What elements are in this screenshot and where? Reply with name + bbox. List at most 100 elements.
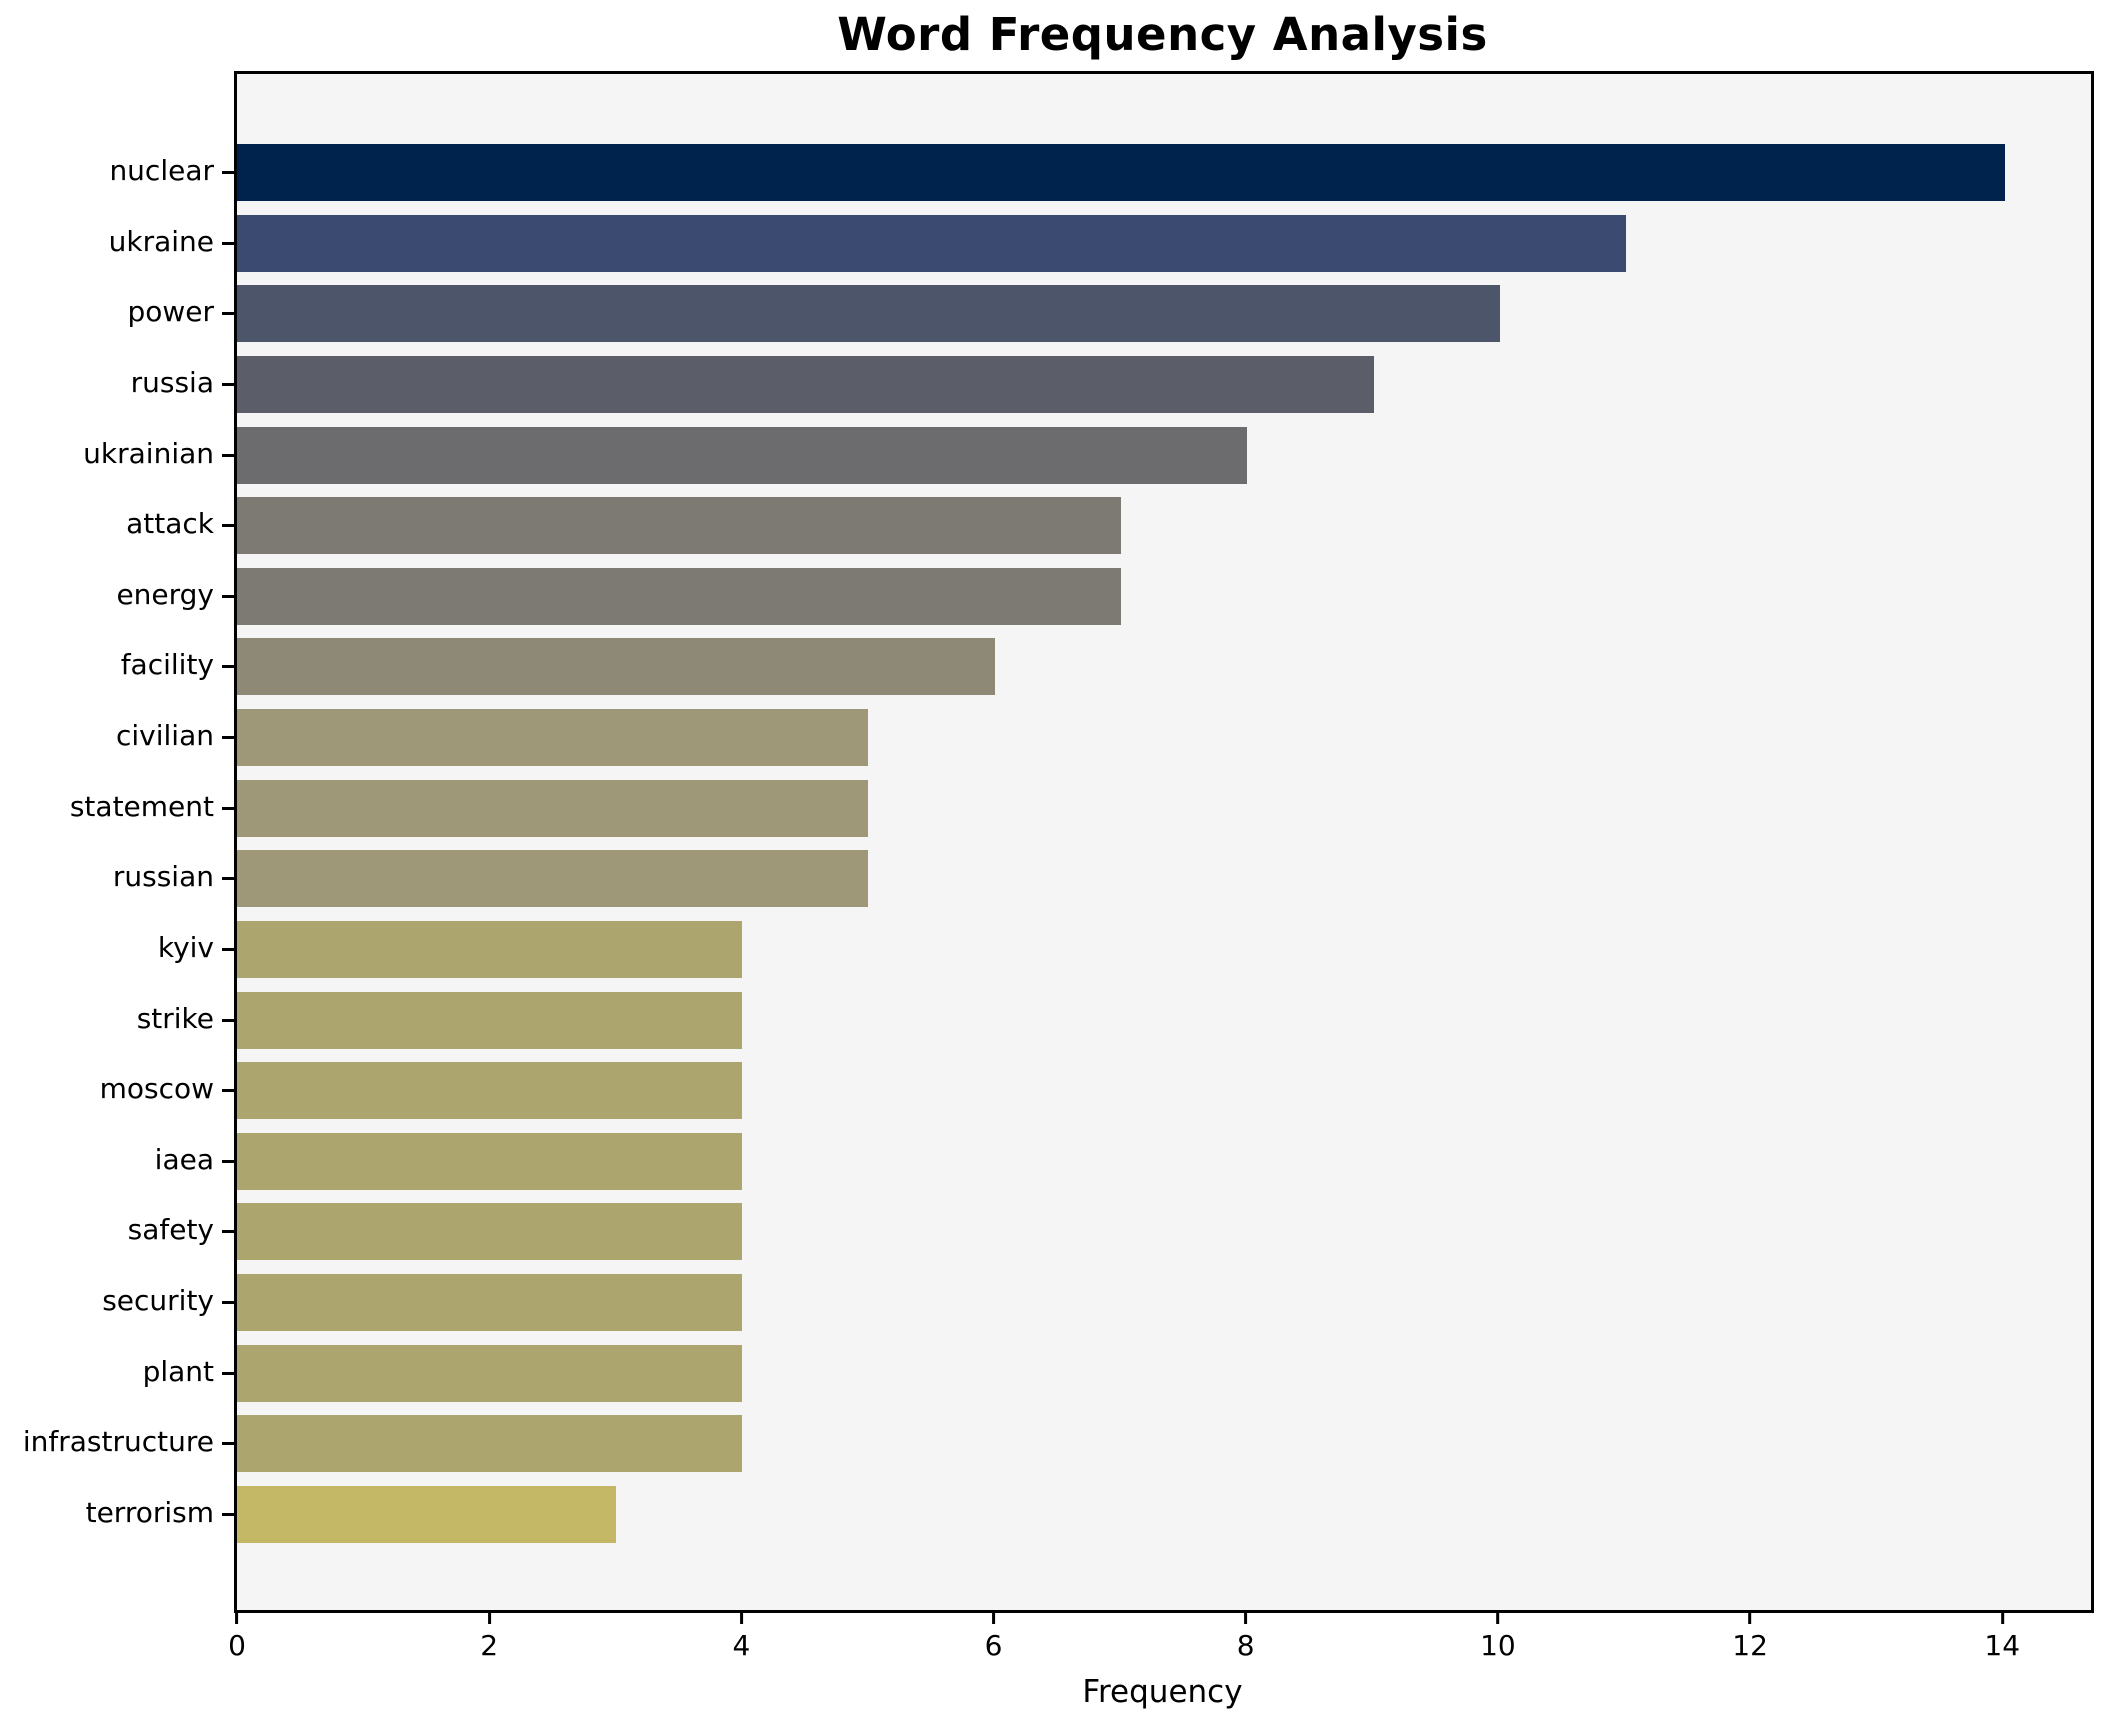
y-tick-label-attack: attack bbox=[126, 507, 214, 541]
y-tick-mark bbox=[222, 1159, 234, 1163]
y-tick-row: russian bbox=[0, 850, 234, 907]
y-tick-mark bbox=[222, 1371, 234, 1375]
bar-energy bbox=[237, 567, 1122, 625]
bar-attack bbox=[237, 497, 1122, 555]
y-tick-row: security bbox=[0, 1274, 234, 1331]
y-tick-label-safety: safety bbox=[127, 1213, 214, 1247]
y-tick-row: iaea bbox=[0, 1133, 234, 1190]
y-tick-label-strike: strike bbox=[136, 1001, 214, 1035]
y-tick-row: attack bbox=[0, 497, 234, 554]
bar-row bbox=[237, 1274, 2091, 1331]
bar-row bbox=[237, 497, 2091, 555]
bar-row bbox=[237, 144, 2091, 201]
bar-row bbox=[237, 1485, 2091, 1543]
bar-row bbox=[237, 567, 2091, 625]
x-tick-label: 2 bbox=[480, 1629, 499, 1662]
x-tick-mark bbox=[2000, 1613, 2004, 1624]
plot-area bbox=[234, 71, 2094, 1613]
x-tick-label: 4 bbox=[732, 1629, 751, 1662]
y-tick-mark bbox=[222, 1442, 234, 1446]
x-tick-label: 6 bbox=[984, 1629, 1003, 1662]
y-tick-mark bbox=[222, 241, 234, 245]
y-tick-label-civilian: civilian bbox=[116, 719, 214, 752]
bar-row bbox=[237, 1344, 2091, 1402]
bar-power bbox=[237, 285, 1500, 343]
y-tick-row: power bbox=[0, 285, 234, 342]
x-axis-ticks: 0 2 4 6 8 10 12 14 bbox=[228, 1613, 2088, 1683]
bar-row bbox=[237, 850, 2091, 908]
x-tick-12: 12 bbox=[1732, 1613, 1768, 1660]
y-tick-row: plant bbox=[0, 1345, 234, 1402]
x-tick-label: 12 bbox=[1732, 1629, 1768, 1662]
bar-russia bbox=[237, 355, 1374, 413]
x-tick-10: 10 bbox=[1480, 1613, 1516, 1660]
bar-row bbox=[237, 991, 2091, 1049]
y-tick-label-terrorism: terrorism bbox=[85, 1495, 214, 1529]
bar-row bbox=[237, 1203, 2091, 1261]
y-tick-label-security: security bbox=[102, 1284, 214, 1317]
y-tick-label-iaea: iaea bbox=[154, 1142, 214, 1176]
chart-title: Word Frequency Analysis bbox=[837, 8, 1488, 61]
y-tick-label-moscow: moscow bbox=[99, 1072, 214, 1106]
bar-security bbox=[237, 1274, 743, 1331]
y-tick-row: kyiv bbox=[0, 921, 234, 978]
x-tick-2: 2 bbox=[480, 1613, 498, 1660]
x-tick-8: 8 bbox=[1237, 1613, 1255, 1660]
y-tick-row: strike bbox=[0, 992, 234, 1049]
x-tick-label: 0 bbox=[228, 1629, 246, 1662]
x-tick-mark bbox=[1748, 1613, 1752, 1624]
bar-statement bbox=[237, 779, 869, 837]
bar-row bbox=[237, 709, 2091, 766]
x-axis-title: Frequency bbox=[1082, 1674, 1243, 1710]
y-tick-row: nuclear bbox=[0, 144, 234, 201]
x-tick-14: 14 bbox=[1984, 1613, 2020, 1660]
y-tick-mark bbox=[222, 665, 234, 669]
y-tick-row: statement bbox=[0, 780, 234, 837]
y-axis-labels: nuclear ukraine power russia ukrainian attack… bbox=[0, 144, 234, 1543]
bar-plant bbox=[237, 1344, 743, 1402]
x-tick-mark bbox=[1496, 1613, 1500, 1624]
bar-row bbox=[237, 920, 2091, 978]
y-tick-label-statement: statement bbox=[69, 789, 214, 823]
y-tick-mark bbox=[222, 382, 234, 386]
bar-facility bbox=[237, 638, 995, 696]
bar-strike bbox=[237, 991, 743, 1049]
bars-layer bbox=[237, 144, 2091, 1543]
y-tick-row: infrastructure bbox=[0, 1415, 234, 1472]
y-tick-mark bbox=[222, 453, 234, 457]
bar-row bbox=[237, 638, 2091, 696]
bar-infrastructure bbox=[237, 1415, 743, 1473]
y-tick-label-russia: russia bbox=[130, 365, 214, 399]
bar-civilian bbox=[237, 709, 869, 766]
y-tick-row: moscow bbox=[0, 1062, 234, 1119]
x-tick-label: 10 bbox=[1480, 1629, 1516, 1662]
y-tick-row: ukrainian bbox=[0, 427, 234, 484]
y-tick-row: facility bbox=[0, 638, 234, 695]
x-tick-4: 4 bbox=[732, 1613, 750, 1660]
bar-row bbox=[237, 285, 2091, 343]
y-tick-label-russian: russian bbox=[112, 860, 214, 894]
y-tick-label-facility: facility bbox=[120, 648, 214, 682]
y-tick-row: russia bbox=[0, 356, 234, 413]
y-tick-mark bbox=[222, 947, 234, 951]
bar-iaea bbox=[237, 1132, 743, 1190]
bar-row bbox=[237, 1415, 2091, 1473]
y-tick-label-ukrainian: ukrainian bbox=[83, 436, 214, 470]
bar-nuclear bbox=[237, 144, 2006, 201]
bar-kyiv bbox=[237, 920, 743, 978]
y-tick-label-kyiv: kyiv bbox=[157, 930, 214, 964]
bar-safety bbox=[237, 1203, 743, 1261]
y-tick-mark bbox=[222, 1089, 234, 1093]
y-tick-mark bbox=[222, 312, 234, 316]
x-tick-mark bbox=[1244, 1613, 1248, 1624]
y-tick-row: terrorism bbox=[0, 1486, 234, 1543]
bar-ukraine bbox=[237, 214, 1627, 272]
y-tick-label-power: power bbox=[127, 295, 214, 329]
y-tick-mark bbox=[222, 1230, 234, 1234]
x-tick-mark bbox=[992, 1613, 996, 1624]
x-tick-label: 8 bbox=[1236, 1629, 1255, 1662]
bar-russian bbox=[237, 850, 869, 908]
x-tick-label: 14 bbox=[1984, 1629, 2021, 1662]
bar-terrorism bbox=[237, 1485, 616, 1543]
